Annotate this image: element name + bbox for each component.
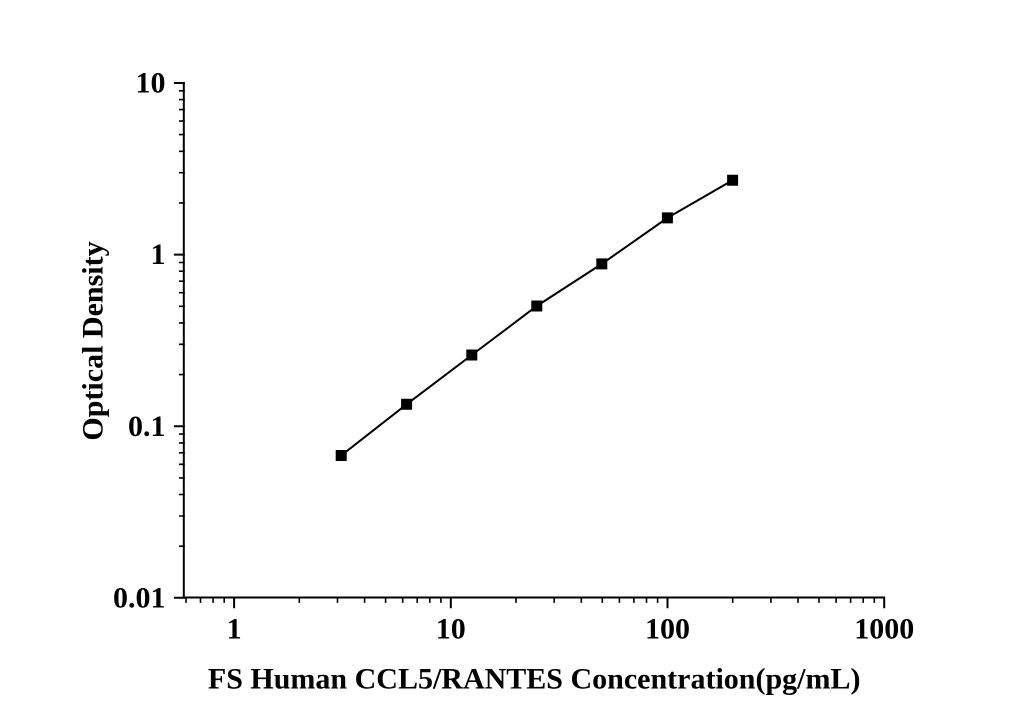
svg-text:Optical Density: Optical Density	[77, 241, 110, 440]
svg-text:1: 1	[227, 613, 242, 646]
svg-text:1000: 1000	[854, 613, 914, 646]
svg-text:10: 10	[436, 613, 466, 646]
svg-text:0.01: 0.01	[113, 581, 166, 614]
svg-text:0.1: 0.1	[128, 410, 166, 443]
svg-text:100: 100	[645, 613, 690, 646]
svg-text:1: 1	[151, 238, 166, 271]
svg-text:10: 10	[136, 67, 166, 100]
svg-text:FS Human CCL5/RANTES Concentra: FS Human CCL5/RANTES Concentration(pg/mL…	[208, 663, 861, 696]
